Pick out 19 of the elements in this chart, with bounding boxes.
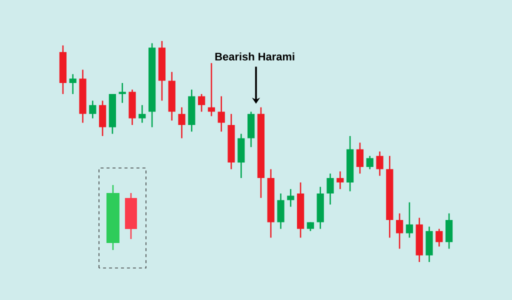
candlestick: [406, 202, 414, 238]
candlestick: [218, 96, 225, 132]
candlestick: [98, 100, 106, 137]
candlestick: [396, 212, 404, 250]
candlestick: [445, 212, 453, 250]
candlestick: [138, 104, 146, 124]
candlestick: [366, 155, 374, 170]
annotation: Bearish Harami: [215, 52, 294, 60]
candlestick: [436, 228, 443, 248]
candlestick: [336, 170, 344, 190]
candlestick: [277, 192, 284, 230]
candlestick: [69, 74, 76, 95]
candlestick: [326, 172, 334, 206]
candlestick: [178, 106, 186, 139]
candlestick: [89, 100, 96, 119]
candlestick: [376, 150, 384, 176]
candlestick: [198, 93, 206, 112]
candlestick: [356, 142, 364, 174]
candlestick: [287, 188, 294, 208]
